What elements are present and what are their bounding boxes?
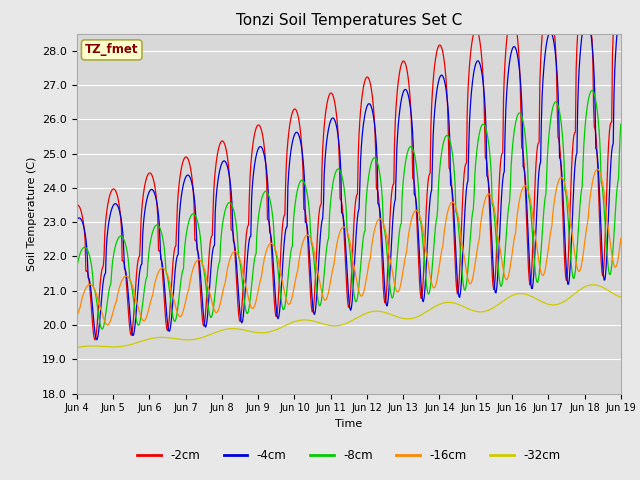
-2cm: [223, 154, 231, 159]
-16cm: [104, 322, 111, 328]
-4cm: [416, 255, 424, 261]
-8cm: [223, 202, 231, 207]
-16cm: [416, 212, 424, 218]
-4cm: [73, 217, 81, 223]
-4cm: [195, 252, 202, 258]
-8cm: [140, 295, 147, 300]
-16cm: [593, 167, 601, 172]
-8cm: [431, 224, 439, 230]
-2cm: [195, 258, 202, 264]
-4cm: [140, 222, 147, 228]
-4cm: [431, 100, 439, 106]
-2cm: [470, 31, 478, 36]
-32cm: [223, 326, 230, 332]
Line: -2cm: -2cm: [77, 34, 621, 340]
-2cm: [83, 268, 90, 274]
-16cm: [73, 314, 81, 320]
-4cm: [93, 337, 100, 343]
-8cm: [73, 265, 81, 271]
-32cm: [617, 294, 625, 300]
-2cm: [140, 191, 147, 197]
-32cm: [194, 336, 202, 342]
-32cm: [73, 345, 81, 350]
-8cm: [416, 216, 424, 222]
-16cm: [223, 266, 231, 272]
-4cm: [617, 31, 625, 36]
-4cm: [223, 164, 231, 169]
-16cm: [431, 283, 439, 289]
-2cm: [617, 31, 625, 36]
Line: -8cm: -8cm: [77, 91, 621, 329]
-8cm: [195, 223, 202, 229]
-32cm: [431, 304, 438, 310]
Y-axis label: Soil Temperature (C): Soil Temperature (C): [27, 156, 36, 271]
-32cm: [589, 282, 596, 288]
-2cm: [91, 337, 99, 343]
-32cm: [139, 338, 147, 344]
-16cm: [195, 257, 202, 263]
-8cm: [98, 326, 106, 332]
-16cm: [83, 284, 90, 290]
-4cm: [83, 243, 90, 249]
Line: -32cm: -32cm: [77, 285, 621, 348]
Legend: -2cm, -4cm, -8cm, -16cm, -32cm: -2cm, -4cm, -8cm, -16cm, -32cm: [132, 444, 565, 467]
-2cm: [73, 202, 81, 208]
Line: -16cm: -16cm: [77, 169, 621, 325]
-8cm: [588, 88, 596, 94]
Line: -4cm: -4cm: [77, 34, 621, 340]
Text: TZ_fmet: TZ_fmet: [85, 43, 138, 56]
-8cm: [83, 246, 90, 252]
-16cm: [617, 236, 625, 241]
-32cm: [415, 313, 422, 319]
Title: Tonzi Soil Temperatures Set C: Tonzi Soil Temperatures Set C: [236, 13, 462, 28]
-16cm: [140, 318, 147, 324]
-32cm: [83, 343, 90, 349]
-4cm: [546, 31, 554, 36]
-2cm: [416, 279, 424, 285]
-2cm: [431, 57, 439, 62]
X-axis label: Time: Time: [335, 419, 362, 429]
-8cm: [617, 121, 625, 127]
